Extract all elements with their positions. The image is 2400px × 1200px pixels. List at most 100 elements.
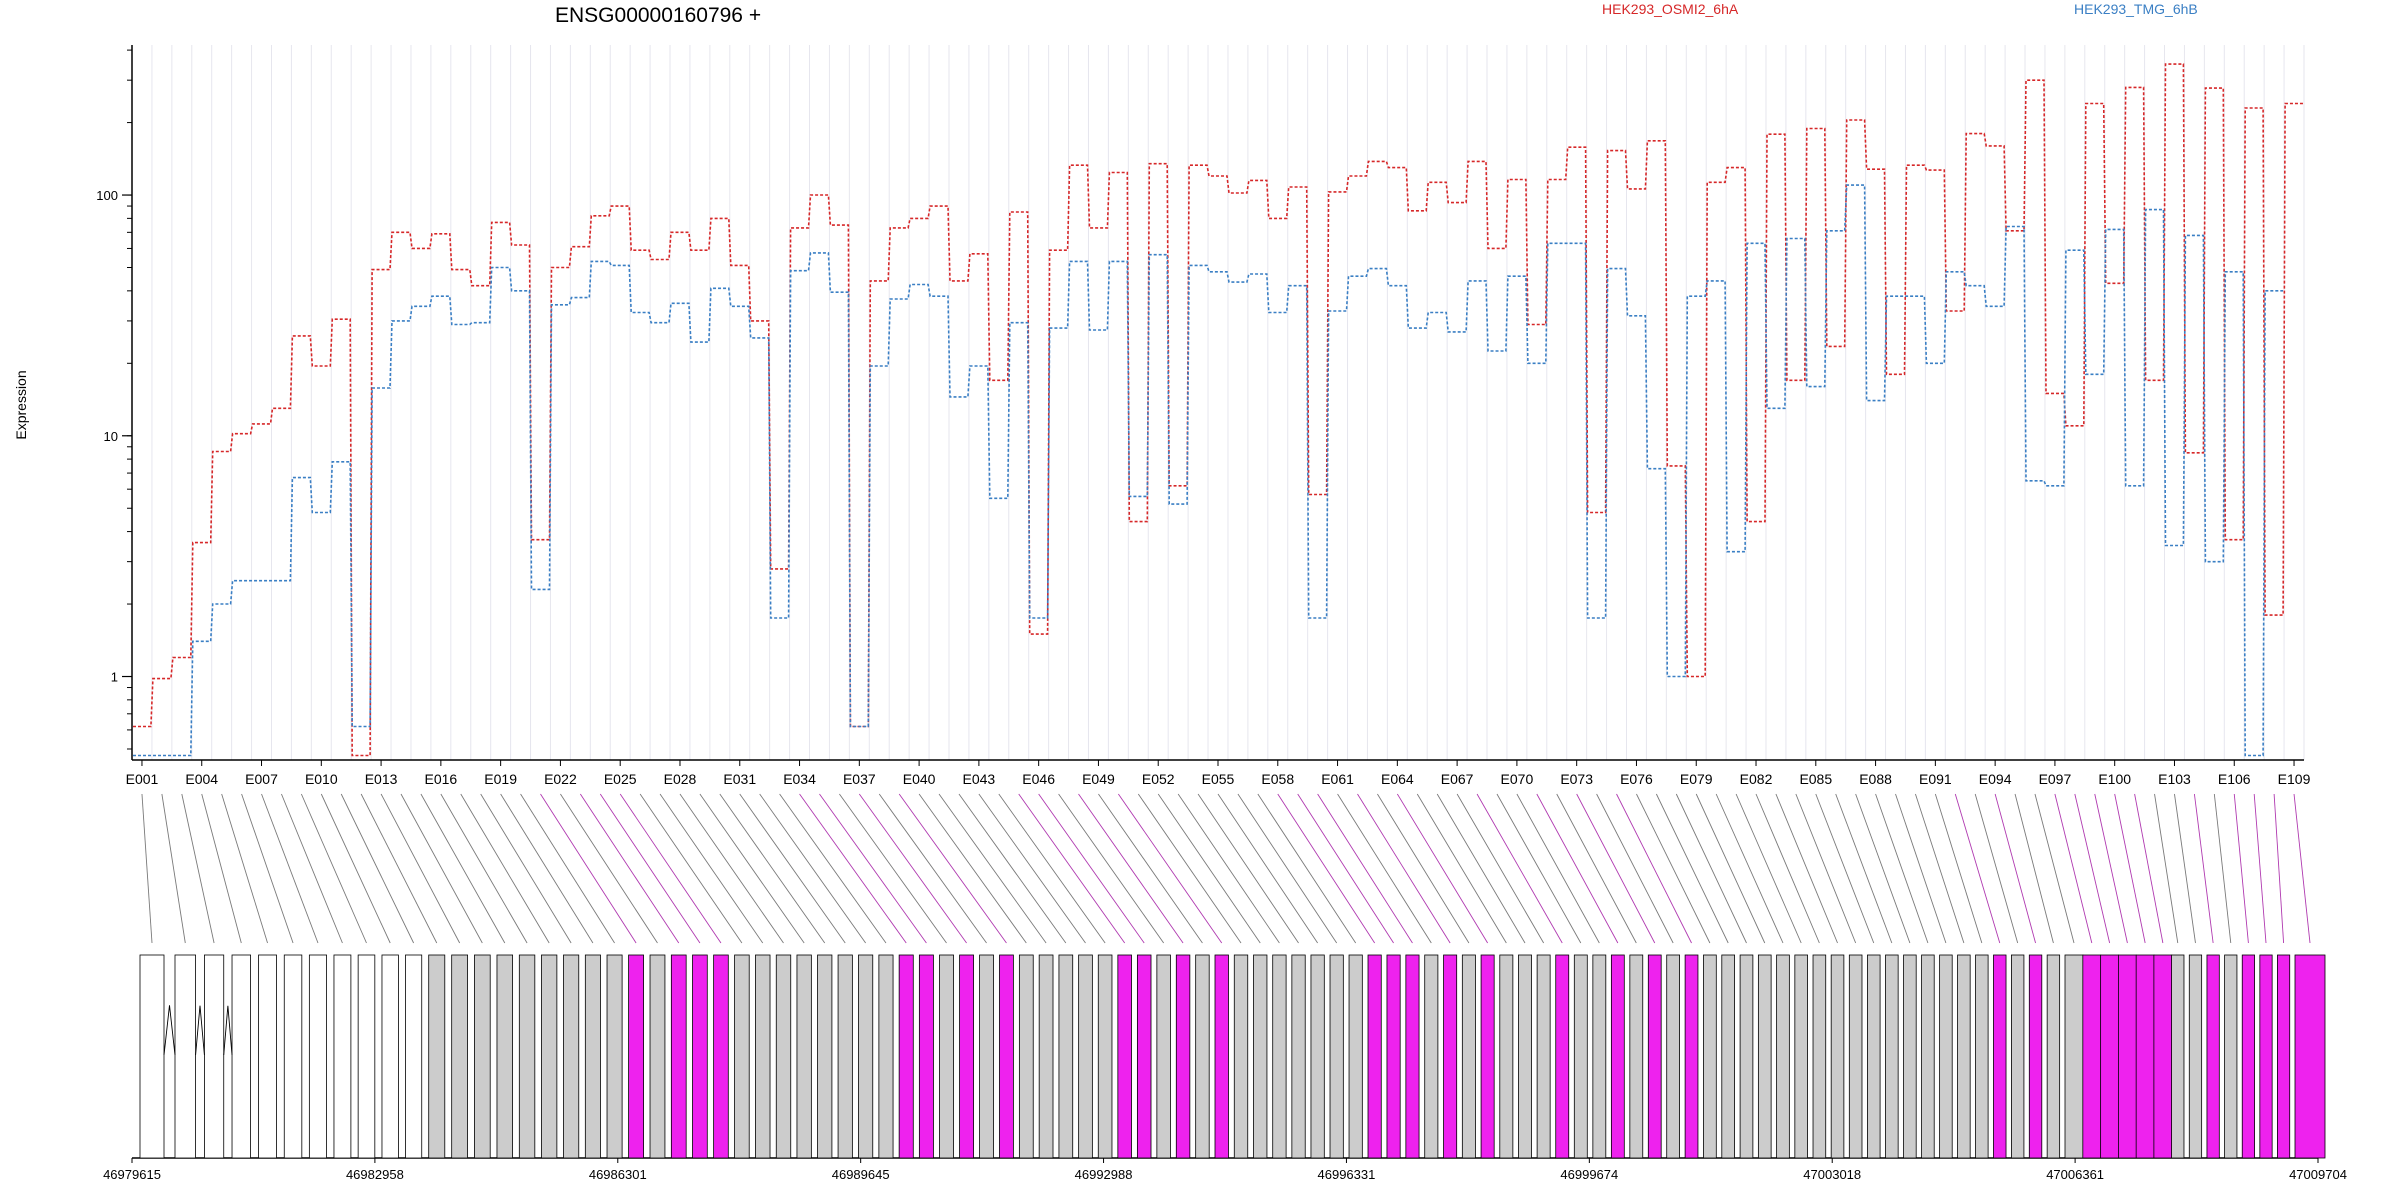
exon-connector xyxy=(300,793,367,944)
exon-box xyxy=(1536,954,1551,1159)
exon-label: E064 xyxy=(1381,771,1414,787)
exon-box xyxy=(1424,954,1439,1159)
coord-label: 47006361 xyxy=(2046,1167,2104,1182)
series-lines xyxy=(133,63,2303,757)
legend-entry-tmg: HEK293_TMG_6hB xyxy=(2074,1,2198,17)
exon-box xyxy=(1555,954,1570,1159)
exon-label: E073 xyxy=(1560,771,1593,787)
intron-line xyxy=(163,1005,176,1056)
exon-label: E058 xyxy=(1261,771,1294,787)
exon-box xyxy=(1666,954,1680,1159)
exon-box xyxy=(649,954,666,1159)
exon-box xyxy=(1443,954,1458,1159)
exon-box xyxy=(1721,954,1736,1159)
exon-labels: E001 E004 E007 E010 E013 E016 E019 E022 E025 E028… xyxy=(126,760,2311,787)
exon-connector xyxy=(2114,793,2146,944)
exon-connector xyxy=(1616,793,1692,944)
exon-box xyxy=(258,954,277,1159)
exon-connector xyxy=(1815,793,1875,944)
exon-box xyxy=(357,954,376,1159)
exon-box xyxy=(1647,954,1662,1159)
exon-box xyxy=(1885,954,1899,1159)
exon-box xyxy=(1136,954,1152,1159)
exon-box xyxy=(2082,954,2102,1159)
exon-box xyxy=(2153,954,2173,1159)
exon-box xyxy=(496,954,514,1159)
exon-box xyxy=(2294,954,2326,1159)
exon-box xyxy=(796,954,812,1159)
exon-connector xyxy=(1357,793,1451,944)
exon-box xyxy=(2206,954,2220,1159)
series-line-1 xyxy=(133,184,2284,757)
exon-connector xyxy=(1237,793,1338,944)
exon-label: E088 xyxy=(1859,771,1892,787)
exon-box xyxy=(1156,954,1171,1159)
exon-connector xyxy=(1695,793,1766,944)
exon-connector xyxy=(998,793,1106,944)
exon-box xyxy=(2117,954,2137,1159)
exon-connector xyxy=(679,793,784,944)
y-tick-label: 10 xyxy=(104,429,118,444)
exon-label: E097 xyxy=(2039,771,2072,787)
exon-box xyxy=(1993,954,2007,1159)
exon-box xyxy=(1272,954,1287,1159)
exon-label: E040 xyxy=(903,771,936,787)
exon-connector xyxy=(1058,793,1165,944)
exon-label: E091 xyxy=(1919,771,1952,787)
exon-connector xyxy=(360,793,438,944)
exon-box xyxy=(1573,954,1588,1159)
exon-label: E028 xyxy=(664,771,697,787)
exon-connector xyxy=(2253,793,2267,944)
exon-connector xyxy=(221,793,268,944)
exon-label: E109 xyxy=(2278,771,2311,787)
exon-connector xyxy=(1416,793,1507,944)
exon-box xyxy=(1499,954,1514,1159)
exon-label: E010 xyxy=(305,771,338,787)
exon-connector xyxy=(978,793,1086,944)
exon-connector xyxy=(201,793,242,944)
exon-box xyxy=(1195,954,1210,1159)
exon-box xyxy=(775,954,792,1159)
exon-connector xyxy=(1974,793,2019,944)
exon-box xyxy=(1233,954,1249,1159)
coord-label: 46986301 xyxy=(589,1167,647,1182)
exon-box xyxy=(959,954,974,1159)
exon-connector xyxy=(1177,793,1280,944)
exon-box xyxy=(2011,954,2025,1159)
exon-box xyxy=(1957,954,1971,1159)
exon-connector xyxy=(400,793,483,944)
exon-box xyxy=(1921,954,1935,1159)
exon-box xyxy=(541,954,558,1159)
exon-box xyxy=(1830,954,1845,1159)
exon-box xyxy=(1386,954,1401,1159)
exon-connector xyxy=(1934,793,1983,944)
exon-connector xyxy=(1476,793,1563,944)
exon-box xyxy=(1757,954,1772,1159)
exon-connector xyxy=(1576,793,1656,944)
exon-connector xyxy=(2134,793,2164,944)
exon-connector xyxy=(819,793,927,944)
exon-box xyxy=(1518,954,1532,1159)
y-tick-label: 1 xyxy=(111,670,118,685)
exon-connector xyxy=(1835,793,1893,944)
exon-connector xyxy=(1137,793,1242,944)
exon-connector xyxy=(1257,793,1357,944)
exon-box xyxy=(1939,954,1953,1159)
exon-label: E025 xyxy=(604,771,637,787)
exon-box xyxy=(563,954,580,1159)
exon-connector xyxy=(1078,793,1184,944)
exon-connector xyxy=(1337,793,1432,944)
exon-connector xyxy=(1675,793,1747,944)
exon-connector xyxy=(759,793,867,944)
exon-label: E106 xyxy=(2218,771,2251,787)
exon-box xyxy=(451,954,469,1159)
exon-box xyxy=(405,954,423,1159)
exon-box xyxy=(755,954,771,1159)
exon-connector xyxy=(1277,793,1376,944)
exon-box xyxy=(1629,954,1644,1159)
exon-box xyxy=(2171,954,2185,1159)
exon-label: E103 xyxy=(2158,771,2191,787)
exon-label: E094 xyxy=(1979,771,2012,787)
exon-label: E079 xyxy=(1680,771,1713,787)
exon-connector xyxy=(699,793,805,944)
